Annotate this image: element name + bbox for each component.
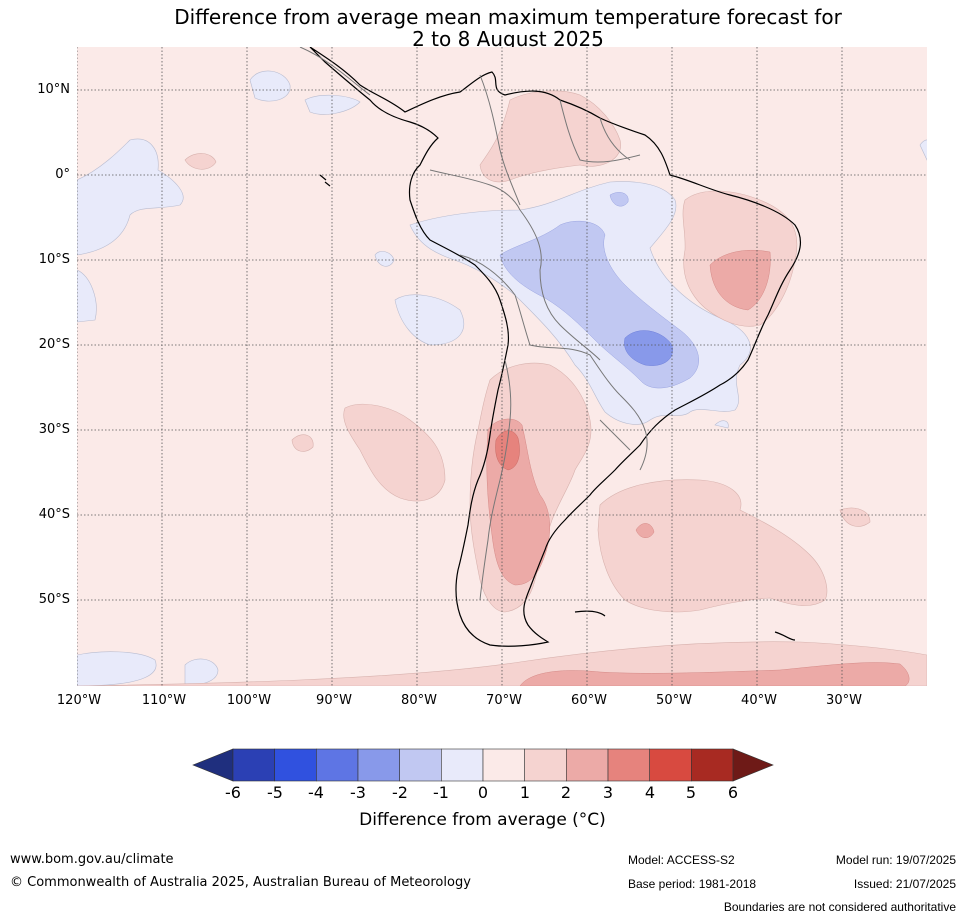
lon-label-30w: 30°W: [826, 693, 862, 708]
lon-label-70w: 70°W: [486, 693, 522, 708]
colorbar-cell: [482, 748, 525, 782]
anomaly-warm-strong: [495, 430, 520, 471]
lat-label-10s: 10°S: [38, 252, 70, 267]
colorbar-tick: -6: [225, 783, 241, 802]
lon-label-80w: 80°W: [401, 693, 437, 708]
lon-label-100w: 100°W: [226, 693, 272, 708]
map-title-line-2: 2 to 8 August 2025: [412, 27, 604, 51]
lon-label-90w: 90°W: [316, 693, 352, 708]
colorbar-cell: [691, 748, 734, 782]
lat-label-30s: 30°S: [38, 422, 70, 437]
lon-label-40w: 40°W: [741, 693, 777, 708]
colorbar-tick: 1: [519, 783, 531, 802]
colorbar-extend-low: [192, 748, 234, 782]
lat-label-10n: 10°N: [37, 82, 70, 97]
boundaries-disclaimer: Boundaries are not considered authoritat…: [723, 900, 956, 914]
lat-label-20s: 20°S: [38, 337, 70, 352]
lat-label-40s: 40°S: [38, 507, 70, 522]
issued-text: Issued: 21/07/2025: [853, 877, 956, 891]
colorbar-cell: [316, 748, 359, 782]
colorbar-label: Difference from average (°C): [359, 810, 606, 830]
colorbar-tick: 0: [477, 783, 489, 802]
colorbar-cell: [274, 748, 317, 782]
lat-label-50s: 50°S: [38, 592, 70, 607]
colorbar-cell: [399, 748, 442, 782]
colorbar-cell: [524, 748, 567, 782]
coastlines: [309, 47, 802, 647]
model-run-text: Model run: 19/07/2025: [835, 853, 956, 867]
lon-label-50w: 50°W: [656, 693, 692, 708]
colorbar-tick: -2: [392, 783, 408, 802]
colorbar-tick: -4: [308, 783, 324, 802]
colorbar-cell: [607, 748, 651, 782]
anomaly-map: [77, 47, 927, 686]
colorbar-tick: 3: [602, 783, 614, 802]
colorbar-tick: 2: [560, 783, 572, 802]
lon-label-60w: 60°W: [571, 693, 607, 708]
country-boundaries: [299, 47, 648, 601]
colorbar-cell: [566, 748, 609, 782]
colorbar-extend-high: [732, 748, 774, 782]
lon-label-110w: 110°W: [141, 693, 187, 708]
colorbar-cell: [232, 748, 275, 782]
colorbar-tick: -1: [433, 783, 449, 802]
anomaly-cool-strong: [624, 330, 673, 366]
colorbar-cell: [357, 748, 400, 782]
lon-label-120w: 120°W: [56, 693, 102, 708]
colorbar-cell: [441, 748, 484, 782]
colorbar-tick: -3: [350, 783, 366, 802]
website-link[interactable]: www.bom.gov.au/climate: [10, 852, 174, 867]
colorbar-cell: [649, 748, 692, 782]
base-period-text: Base period: 1981-2018: [628, 877, 757, 891]
copyright-text: © Commonwealth of Australia 2025, Austra…: [10, 875, 471, 890]
colorbar-tick: 6: [727, 783, 739, 802]
gridlines: [77, 47, 927, 686]
lat-label-0: 0°: [55, 167, 70, 182]
colorbar-tick: -5: [267, 783, 283, 802]
model-text: Model: ACCESS-S2: [628, 853, 735, 867]
colorbar-tick: 5: [685, 783, 697, 802]
colorbar-tick: 4: [644, 783, 656, 802]
map-title-line-1: Difference from average mean maximum tem…: [174, 5, 842, 29]
